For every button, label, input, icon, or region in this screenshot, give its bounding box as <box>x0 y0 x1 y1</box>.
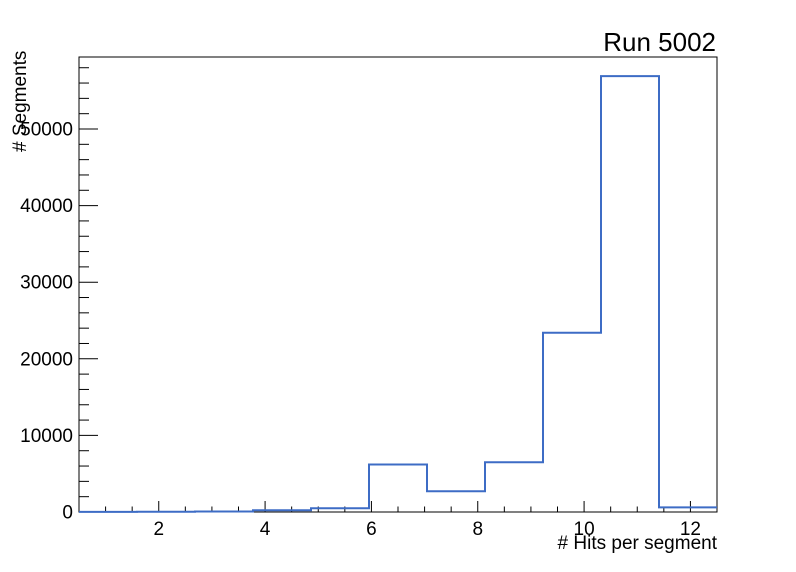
y-tick-label: 0 <box>62 503 73 524</box>
y-axis-title: # Segments <box>10 51 31 152</box>
x-tick-label: 10 <box>574 519 595 540</box>
x-tick-label: 2 <box>153 519 164 540</box>
y-tick-label: 40000 <box>20 196 73 217</box>
y-tick-label: 10000 <box>20 426 73 447</box>
histogram-step-line <box>79 75 717 513</box>
y-tick-label: 30000 <box>20 273 73 294</box>
y-tick-label: 50000 <box>20 120 73 141</box>
x-tick-label: 6 <box>366 519 377 540</box>
x-tick-label: 4 <box>260 519 271 540</box>
y-tick-label: 20000 <box>20 349 73 370</box>
chart-title: Run 5002 <box>603 27 716 57</box>
x-axis-title: # Hits per segment <box>558 533 718 554</box>
x-tick-label: 12 <box>680 519 701 540</box>
plot-frame <box>78 56 718 513</box>
plot-content: 2 4 6 8 10 12 0 10000 20000 30000 40000 50000 <box>20 67 717 540</box>
x-tick-label: 8 <box>472 519 483 540</box>
